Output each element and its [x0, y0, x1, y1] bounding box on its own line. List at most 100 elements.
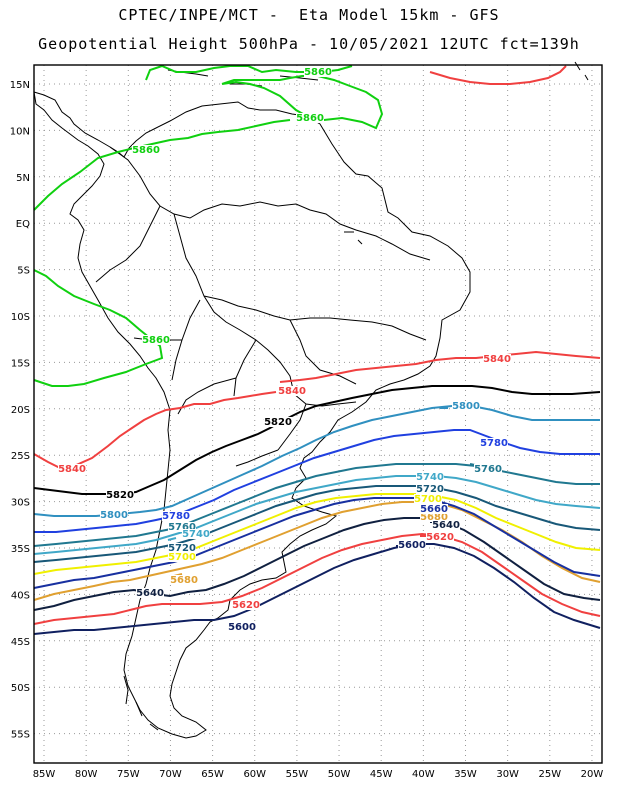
- contour-label-bg: [162, 511, 190, 521]
- contour-label: 5740: [182, 529, 210, 540]
- contour-label-bg: [414, 494, 442, 504]
- contour-label: 5720: [168, 543, 196, 554]
- lat-tick-label: 15S: [11, 358, 30, 369]
- lat-tick-label: 30S: [11, 498, 30, 509]
- lat-tick-label: 35S: [11, 544, 30, 555]
- contour-label-bg: [304, 67, 332, 77]
- lon-tick-label: 50W: [328, 769, 351, 780]
- lon-tick-label: 65W: [201, 769, 224, 780]
- contour-label: 5840: [483, 354, 511, 365]
- contour-line: [33, 119, 291, 211]
- lat-tick-label: EQ: [16, 219, 30, 230]
- contour-label-bg: [106, 490, 134, 500]
- contour-label-bg: [452, 401, 480, 411]
- contour-label-bg: [170, 575, 198, 585]
- contour-label-bg: [168, 522, 196, 532]
- contour-label: 5680: [420, 512, 448, 523]
- lon-tick-label: 55W: [286, 769, 309, 780]
- lon-tick-label: 35W: [454, 769, 477, 780]
- contour-label-bg: [168, 552, 196, 562]
- contour-label: 5620: [426, 532, 454, 543]
- contour-label-bg: [483, 354, 511, 364]
- contour-label-bg: [168, 543, 196, 553]
- contour-label-bg: [100, 510, 128, 520]
- contour-label: 5820: [264, 417, 292, 428]
- lon-tick-label: 80W: [75, 769, 98, 780]
- contour-label: 5640: [432, 520, 460, 531]
- lat-tick-label: 45S: [11, 637, 30, 648]
- contour-line: [33, 405, 600, 517]
- contour-label: 5860: [132, 145, 160, 156]
- contour-label: 5760: [168, 522, 196, 533]
- lon-tick-label: 70W: [159, 769, 182, 780]
- contour-label: 5800: [452, 401, 480, 412]
- contour-label-bg: [264, 417, 292, 427]
- axis-labels: 85W 80W 75W 70W 65W 60W 55W 50W 45W 40W 35W 30W 25W 2…: [10, 80, 604, 780]
- contour-label: 5600: [398, 540, 426, 551]
- contour-label: 5680: [170, 575, 198, 586]
- contour-label: 5760: [474, 464, 502, 475]
- contour-label: 5840: [58, 464, 86, 475]
- contour-line: [33, 485, 601, 563]
- contour-label-bg: [480, 438, 508, 448]
- lon-tick-label: 60W: [243, 769, 266, 780]
- map-title-line-2: Geopotential Height 500hPa - 10/05/2021 …: [38, 35, 580, 53]
- contour-label-bg: [432, 520, 460, 530]
- contour-label-bg: [426, 532, 454, 542]
- contour-line: [33, 517, 601, 611]
- contour-label: 5600: [228, 622, 256, 633]
- contour-line: [33, 391, 277, 470]
- contour-label: 5720: [416, 484, 444, 495]
- lon-tick-label: 85W: [33, 769, 56, 780]
- lon-tick-label: 25W: [538, 769, 561, 780]
- contour-label-bg: [398, 540, 426, 550]
- contour-label: 5700: [414, 494, 442, 505]
- lat-tick-label: 25S: [11, 451, 30, 462]
- contour-label: 5860: [304, 67, 332, 78]
- contour-line: [429, 65, 567, 85]
- lat-tick-label: 20S: [11, 405, 30, 416]
- contour-label: 5860: [142, 335, 170, 346]
- contour-line: [33, 463, 600, 547]
- lat-tick-label: 5S: [17, 266, 30, 277]
- contour-label-bg: [296, 113, 324, 123]
- map-frame: [33, 64, 603, 764]
- lat-tick-label: 40S: [11, 590, 30, 601]
- map-title-line-1: CPTEC/INPE/MCT - Eta Model 15km - GFS: [118, 6, 500, 24]
- contour-line: [167, 537, 177, 541]
- contour-line: [33, 543, 601, 635]
- contour-label-bg: [232, 600, 260, 610]
- contour-label-bg: [474, 464, 502, 474]
- contour-label-bg: [420, 504, 448, 514]
- contour-label-bg: [58, 464, 86, 474]
- contour-line: [33, 493, 601, 575]
- contour-label-bg: [278, 386, 306, 396]
- lat-tick-label: 10S: [11, 312, 30, 323]
- lat-tick-label: 5N: [16, 173, 30, 184]
- contour-label: 5740: [416, 472, 444, 483]
- contour-label: 5620: [232, 600, 260, 611]
- contour-label-bg: [416, 472, 444, 482]
- coastline-and-borders: [33, 61, 589, 739]
- lon-tick-label: 20W: [581, 769, 604, 780]
- contour-line: [33, 532, 601, 625]
- contour-label-bg: [420, 512, 448, 522]
- lat-tick-label: 55S: [11, 730, 30, 741]
- contour-label: 5780: [162, 511, 190, 522]
- contour-label: 5660: [420, 504, 448, 515]
- lon-tick-label: 30W: [496, 769, 519, 780]
- contour-label-bg: [228, 622, 256, 632]
- contour-label: 5700: [168, 552, 196, 563]
- contour-label: 5640: [136, 588, 164, 599]
- contour-lines: [33, 64, 601, 635]
- lon-tick-label: 75W: [117, 769, 140, 780]
- contour-label: 5840: [278, 386, 306, 397]
- contour-label: 5820: [106, 490, 134, 501]
- lon-tick-label: 40W: [412, 769, 435, 780]
- contour-line: [221, 75, 384, 130]
- country-borders: [95, 146, 431, 467]
- islands: [123, 61, 589, 731]
- contour-line: [33, 497, 601, 589]
- contour-line: [33, 269, 164, 387]
